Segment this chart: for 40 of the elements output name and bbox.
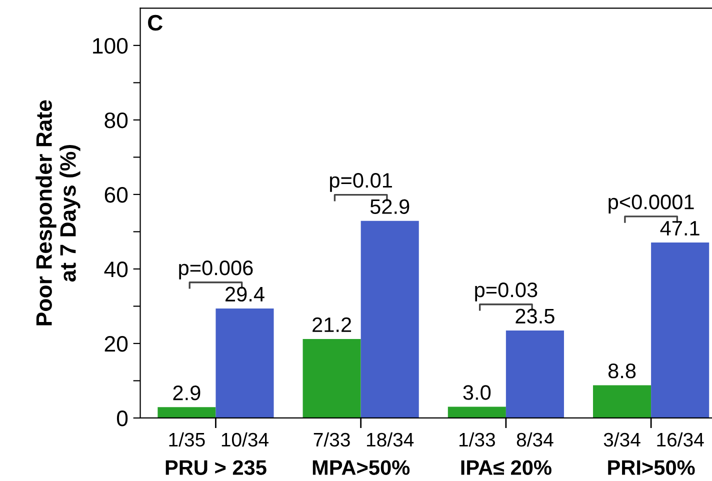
x-tick-label: IPA≤ 20% <box>461 460 552 475</box>
text: 3/34 <box>604 432 640 447</box>
bar <box>360 220 419 418</box>
x-tick-label: PRU > 235 <box>166 460 266 475</box>
annotation: p=0.01 <box>330 172 392 192</box>
data-label: 23.5 <box>516 308 554 324</box>
y-tick-label: 20 <box>104 336 128 352</box>
text: 18/34 <box>367 432 414 447</box>
bar <box>158 407 216 418</box>
bar <box>448 406 506 418</box>
annotation: C <box>148 14 163 31</box>
text: 16/34 <box>657 432 704 447</box>
data-label: 29.4 <box>226 286 264 302</box>
y-tick-label: 100 <box>93 38 128 54</box>
y-tick-label: 0 <box>116 410 128 426</box>
bar <box>216 308 274 418</box>
annotation: p=0.006 <box>179 260 253 280</box>
x-tick-label: PRI>50% <box>608 460 695 475</box>
bar <box>593 385 652 418</box>
text: 8/34 <box>516 432 554 447</box>
bar <box>651 242 710 418</box>
text: 10/34 <box>222 432 269 447</box>
data-label: 8.8 <box>608 364 636 378</box>
y-axis-title: Poor Responder Rate at 7 Days (%) <box>36 100 80 326</box>
text: 1/35 <box>169 432 205 447</box>
text: 1/33 <box>459 432 495 447</box>
data-label: 2.9 <box>173 386 200 400</box>
data-label: 21.2 <box>312 317 352 332</box>
y-tick-label: 60 <box>104 186 128 203</box>
data-label: 3.0 <box>463 385 491 400</box>
x-tick-label: MPA>50% <box>312 460 410 475</box>
data-label: 52.9 <box>370 199 410 214</box>
data-label: 47.1 <box>660 221 700 236</box>
bar <box>506 330 564 418</box>
annotation: p=0.03 <box>475 282 538 302</box>
annotation: p<0.0001 <box>608 194 694 214</box>
y-tick-label: 80 <box>104 112 128 128</box>
text: 7/33 <box>314 432 350 447</box>
y-tick-label: 40 <box>104 262 128 278</box>
bar <box>302 339 361 418</box>
